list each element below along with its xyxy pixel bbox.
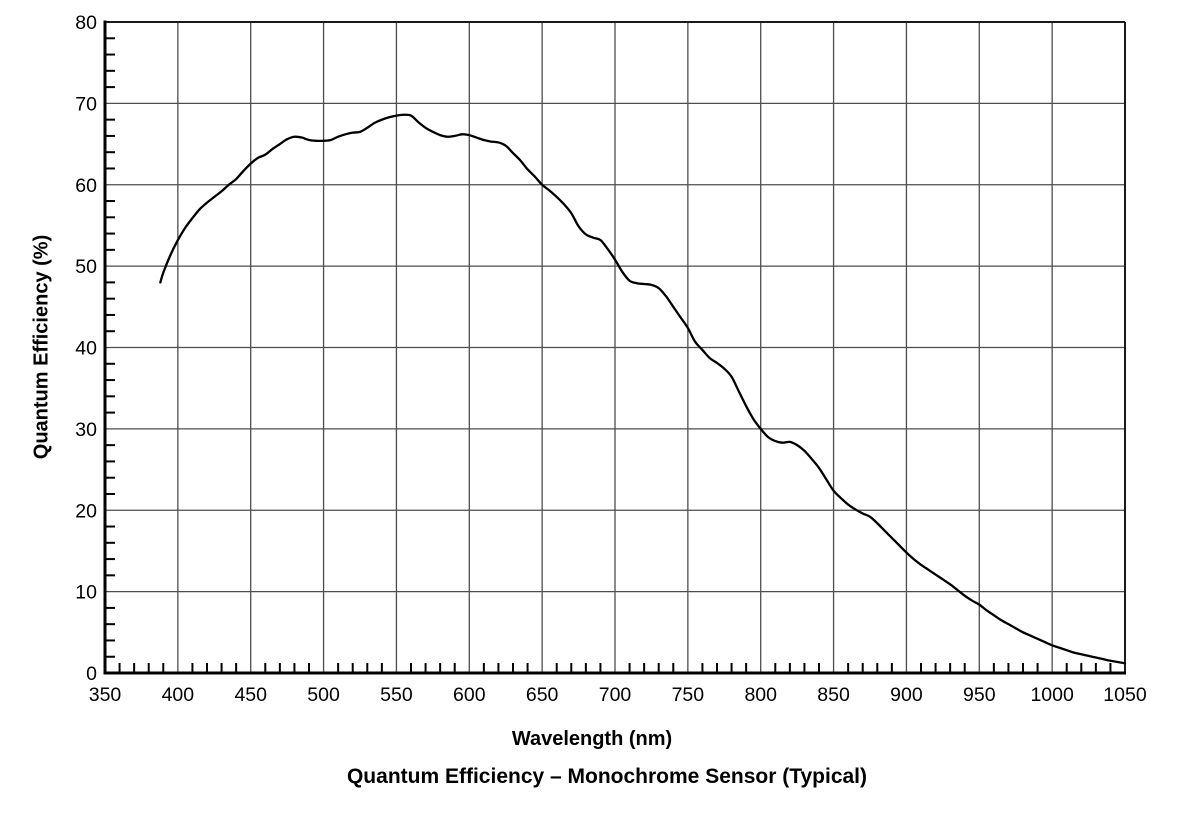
- x-axis-title: Wavelength (nm): [511, 728, 673, 750]
- x-tick-label: 800: [744, 684, 777, 706]
- x-tick-label: 400: [162, 684, 195, 706]
- x-tick-label: 850: [817, 684, 850, 706]
- x-tick-label: 700: [599, 684, 632, 706]
- x-tick-label: 600: [453, 684, 486, 706]
- x-tick-label: 500: [307, 684, 340, 706]
- x-tick-label: 1000: [1030, 684, 1074, 706]
- y-tick-label: 40: [75, 338, 97, 360]
- x-tick-label: 750: [672, 684, 705, 706]
- y-tick-label: 30: [75, 419, 97, 441]
- y-tick-label: 20: [75, 500, 97, 522]
- x-tick-label: 450: [234, 684, 267, 706]
- y-tick-label: 0: [86, 663, 97, 685]
- x-tick-label: 550: [380, 684, 413, 706]
- x-tick-label: 350: [89, 684, 122, 706]
- x-tick-label: 1050: [1103, 684, 1147, 706]
- y-tick-label: 50: [75, 256, 97, 278]
- y-tick-label: 70: [75, 93, 97, 115]
- qe-curve: [159, 113, 1127, 665]
- x-tick-label: 900: [890, 684, 923, 706]
- x-tick-label: 950: [963, 684, 996, 706]
- x-tick-label: 650: [526, 684, 559, 706]
- y-tick-label: 80: [75, 12, 97, 34]
- y-tick-label: 10: [75, 582, 97, 604]
- y-axis-title: Quantum Efficiency (%): [30, 234, 53, 460]
- y-tick-label: 60: [75, 175, 97, 197]
- chart-title: Quantum Efficiency – Monochrome Sensor (…: [346, 765, 868, 788]
